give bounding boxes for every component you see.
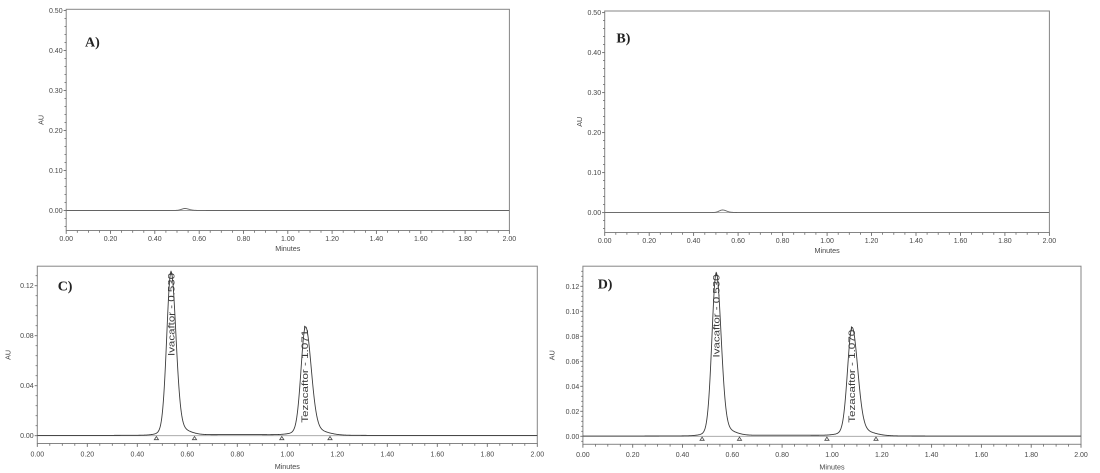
svg-text:0.50: 0.50 — [587, 10, 601, 17]
svg-text:0.20: 0.20 — [80, 451, 94, 458]
svg-text:Tezacaftor - 1.071: Tezacaftor - 1.071 — [300, 330, 311, 423]
svg-text:0.00: 0.00 — [59, 236, 73, 243]
svg-text:0.40: 0.40 — [676, 452, 690, 459]
svg-text:0.04: 0.04 — [566, 384, 580, 391]
svg-text:Minutes: Minutes — [819, 463, 845, 472]
svg-text:1.60: 1.60 — [975, 452, 989, 459]
svg-text:2.00: 2.00 — [1043, 238, 1057, 245]
svg-text:0.80: 0.80 — [230, 451, 244, 458]
svg-text:0.00: 0.00 — [576, 452, 590, 459]
svg-text:AU: AU — [37, 115, 46, 125]
svg-text:A): A) — [85, 36, 100, 51]
svg-text:0.00: 0.00 — [20, 433, 34, 440]
svg-text:0.04: 0.04 — [20, 383, 34, 390]
svg-text:0.30: 0.30 — [587, 90, 601, 97]
svg-text:1.80: 1.80 — [1024, 452, 1038, 459]
svg-text:0.00: 0.00 — [49, 208, 63, 215]
svg-text:1.00: 1.00 — [820, 238, 834, 245]
svg-text:0.40: 0.40 — [49, 48, 63, 55]
svg-text:0.00: 0.00 — [30, 451, 44, 458]
svg-text:AU: AU — [4, 350, 13, 360]
svg-text:AU: AU — [575, 117, 584, 127]
svg-text:AU: AU — [548, 350, 557, 360]
svg-text:0.80: 0.80 — [775, 452, 789, 459]
svg-text:0.60: 0.60 — [180, 451, 194, 458]
svg-text:0.30: 0.30 — [49, 88, 63, 95]
svg-text:1.80: 1.80 — [458, 236, 472, 243]
svg-text:Minutes: Minutes — [275, 462, 301, 471]
svg-text:Minutes: Minutes — [275, 244, 301, 253]
svg-text:0.20: 0.20 — [587, 130, 601, 137]
svg-text:0.40: 0.40 — [148, 236, 162, 243]
svg-text:0.00: 0.00 — [598, 238, 612, 245]
svg-text:1.20: 1.20 — [325, 236, 339, 243]
svg-text:0.00: 0.00 — [587, 210, 601, 217]
svg-text:0.10: 0.10 — [566, 309, 580, 316]
svg-text:1.40: 1.40 — [925, 452, 939, 459]
svg-text:0.20: 0.20 — [626, 452, 640, 459]
svg-text:Tezacaftor - 1.070: Tezacaftor - 1.070 — [847, 330, 858, 423]
svg-text:Ivacaftor - 0.530: Ivacaftor - 0.530 — [712, 275, 723, 358]
svg-text:0.20: 0.20 — [104, 236, 118, 243]
svg-text:D): D) — [598, 278, 613, 293]
svg-text:B): B) — [616, 32, 630, 47]
svg-text:1.40: 1.40 — [370, 236, 384, 243]
svg-text:1.60: 1.60 — [430, 451, 444, 458]
svg-text:1.00: 1.00 — [825, 452, 839, 459]
svg-text:2.00: 2.00 — [530, 451, 544, 458]
svg-text:0.80: 0.80 — [237, 236, 251, 243]
svg-text:C): C) — [58, 280, 73, 295]
svg-text:1.80: 1.80 — [998, 238, 1012, 245]
svg-text:1.60: 1.60 — [414, 236, 428, 243]
svg-text:0.40: 0.40 — [587, 50, 601, 57]
svg-text:1.60: 1.60 — [954, 238, 968, 245]
svg-text:0.10: 0.10 — [587, 170, 601, 177]
svg-text:0.80: 0.80 — [776, 238, 790, 245]
svg-text:0.20: 0.20 — [642, 238, 656, 245]
svg-text:0.20: 0.20 — [49, 128, 63, 135]
svg-text:0.40: 0.40 — [687, 238, 701, 245]
svg-text:1.20: 1.20 — [330, 451, 344, 458]
svg-text:1.40: 1.40 — [909, 238, 923, 245]
svg-text:0.60: 0.60 — [725, 452, 739, 459]
svg-text:0.60: 0.60 — [731, 238, 745, 245]
svg-text:1.40: 1.40 — [380, 451, 394, 458]
svg-text:0.08: 0.08 — [20, 333, 34, 340]
svg-text:0.02: 0.02 — [566, 409, 580, 416]
svg-text:1.00: 1.00 — [281, 236, 295, 243]
svg-text:0.40: 0.40 — [130, 451, 144, 458]
svg-text:1.80: 1.80 — [480, 451, 494, 458]
svg-text:0.00: 0.00 — [566, 434, 580, 441]
svg-text:1.20: 1.20 — [865, 238, 879, 245]
svg-text:Ivacaftor - 0.530: Ivacaftor - 0.530 — [166, 273, 177, 356]
svg-text:0.60: 0.60 — [192, 236, 206, 243]
svg-text:0.10: 0.10 — [49, 168, 63, 175]
svg-text:0.12: 0.12 — [20, 283, 34, 290]
svg-text:0.08: 0.08 — [566, 334, 580, 341]
svg-text:2.00: 2.00 — [503, 236, 517, 243]
svg-text:Minutes: Minutes — [815, 246, 841, 255]
svg-text:0.50: 0.50 — [49, 8, 63, 15]
svg-text:1.00: 1.00 — [280, 451, 294, 458]
svg-text:0.12: 0.12 — [566, 284, 580, 291]
svg-text:2.00: 2.00 — [1074, 452, 1088, 459]
svg-text:1.20: 1.20 — [875, 452, 889, 459]
svg-text:0.06: 0.06 — [566, 359, 580, 366]
